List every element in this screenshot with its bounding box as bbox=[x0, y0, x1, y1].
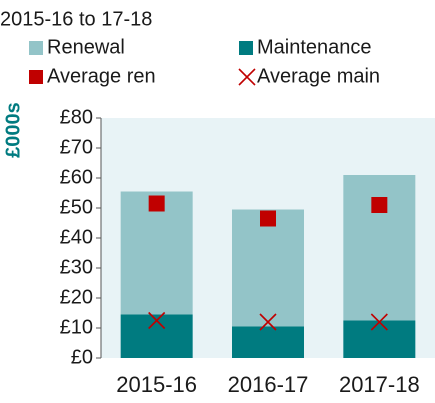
legend-marker bbox=[29, 41, 43, 55]
legend-marker bbox=[239, 41, 253, 55]
bar-segment bbox=[232, 326, 304, 358]
bar-segment bbox=[120, 314, 193, 358]
y-tick-label: £80 bbox=[60, 106, 93, 128]
legend-label: Average ren bbox=[47, 65, 156, 87]
y-tick-label: £0 bbox=[71, 346, 93, 368]
average-marker bbox=[148, 195, 165, 212]
x-tick-label: 2016-17 bbox=[228, 372, 309, 397]
average-marker bbox=[370, 313, 388, 331]
average-marker bbox=[371, 197, 388, 213]
x-tick-label: 2015-16 bbox=[116, 372, 197, 397]
legend-marker bbox=[238, 68, 256, 86]
legend-label: Maintenance bbox=[257, 36, 372, 58]
bar-segment bbox=[232, 209, 304, 327]
y-tick-label: £20 bbox=[60, 286, 93, 308]
bar-segment bbox=[343, 320, 416, 358]
chart-subtitle: 2015-16 to 17-18 bbox=[0, 8, 152, 30]
y-tick-label: £40 bbox=[60, 226, 93, 248]
y-tick-label: £30 bbox=[60, 256, 93, 278]
average-marker bbox=[259, 313, 277, 331]
bar-segment bbox=[343, 175, 416, 321]
legend-label: Average main bbox=[257, 65, 380, 87]
legend-label: Renewal bbox=[47, 36, 125, 58]
y-axis-label: £000s bbox=[2, 102, 24, 158]
y-tick-label: £10 bbox=[60, 316, 93, 338]
y-tick-label: £70 bbox=[60, 136, 93, 158]
y-tick-label: £60 bbox=[60, 166, 93, 188]
average-marker bbox=[148, 311, 166, 330]
x-tick-label: 2017-18 bbox=[339, 372, 420, 397]
average-marker bbox=[260, 210, 276, 227]
legend-marker bbox=[29, 70, 43, 84]
y-tick-label: £50 bbox=[60, 196, 93, 218]
bar-segment bbox=[120, 191, 193, 315]
